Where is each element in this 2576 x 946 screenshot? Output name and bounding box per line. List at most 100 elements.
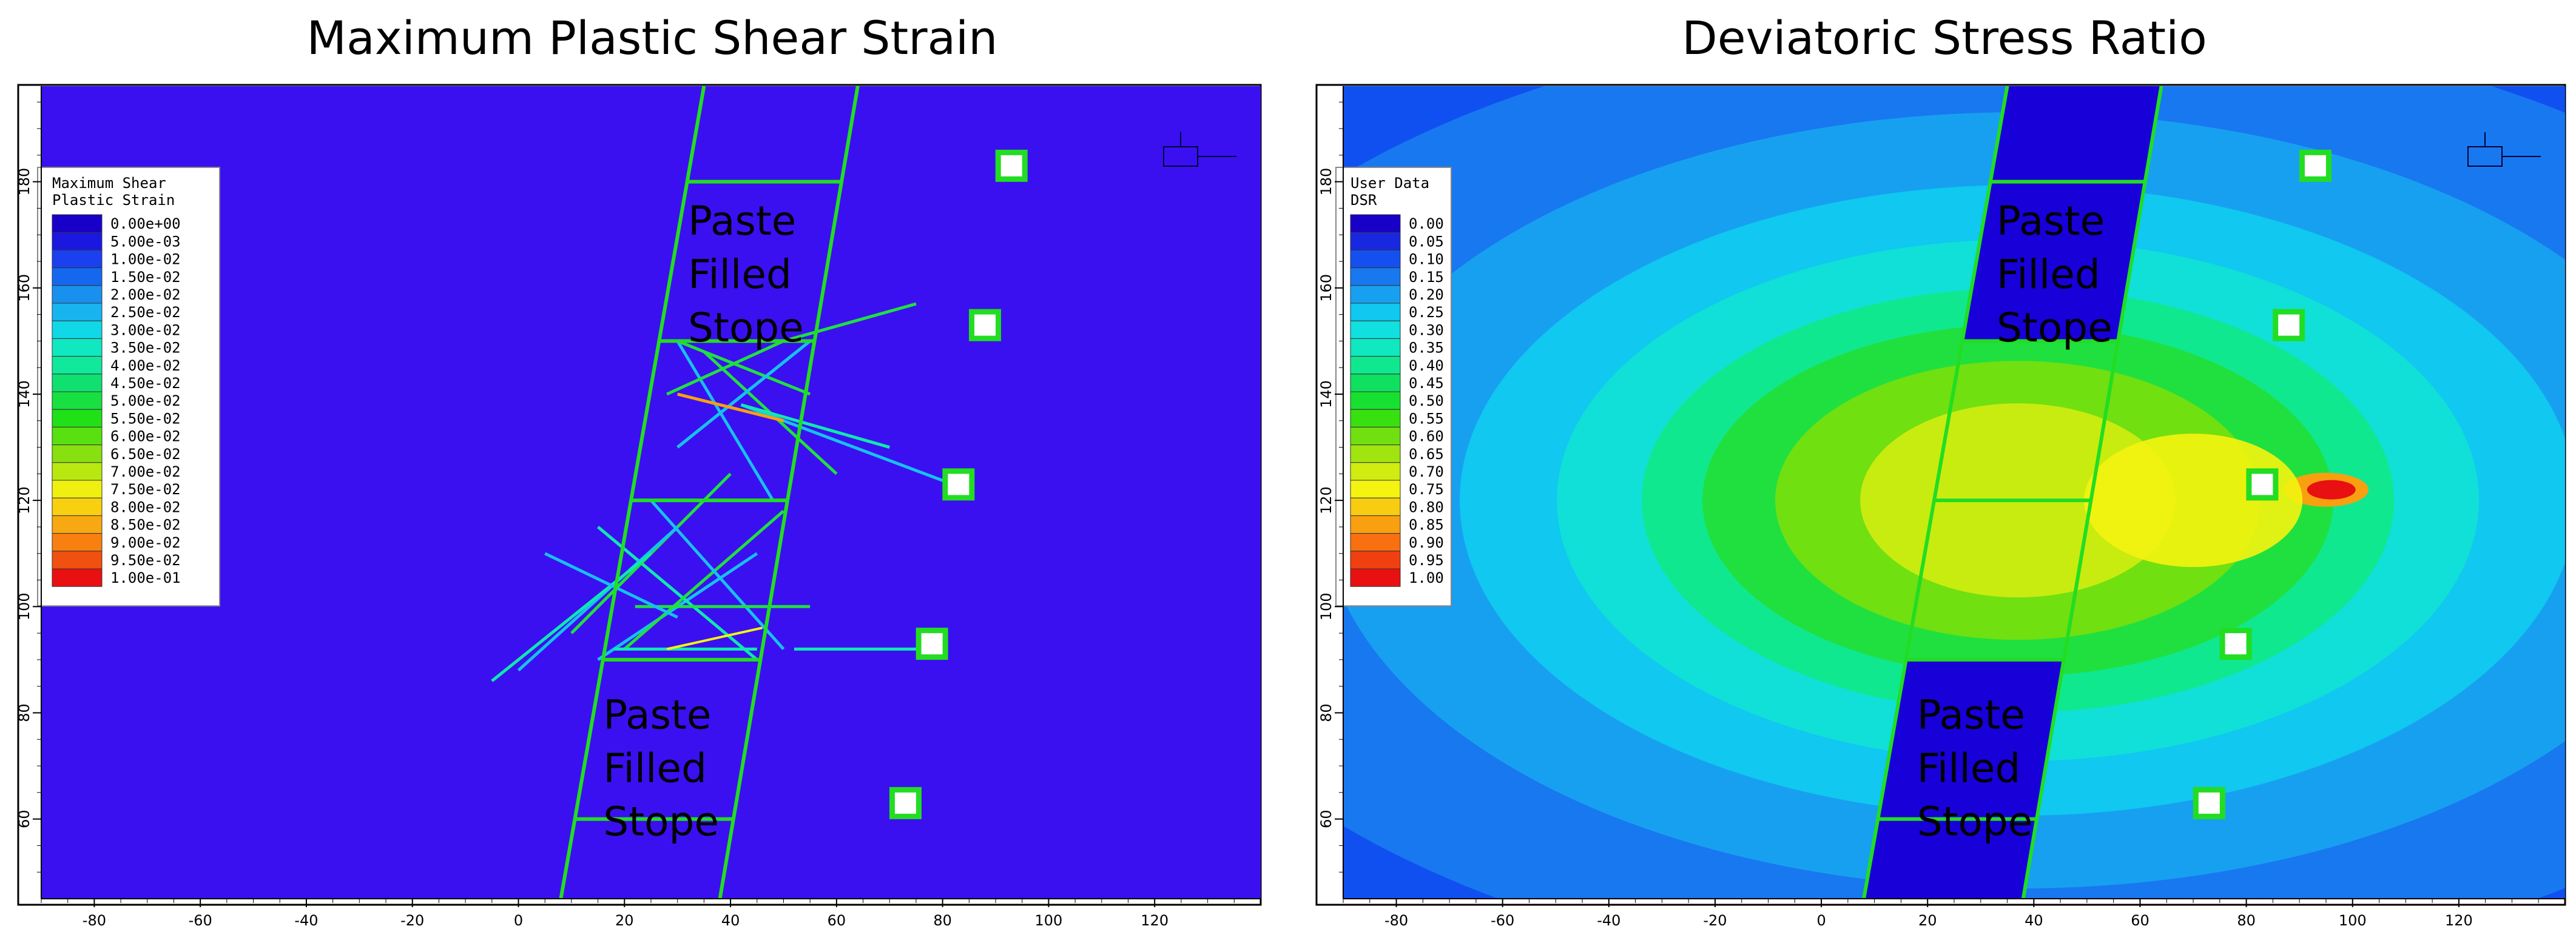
right-legend-swatch — [1350, 320, 1401, 339]
right-legend-title: DSR — [1350, 192, 1377, 209]
stope-right-edge — [2021, 86, 2163, 899]
right-legend-label: 0.60 — [1409, 428, 1444, 445]
x-tick-label: 20 — [615, 912, 634, 929]
left-legend-label: 5.00e-03 — [110, 233, 181, 250]
stope-label: Paste — [603, 692, 711, 739]
dsr-hotspot-core — [2307, 480, 2356, 500]
left-legend-swatch — [52, 338, 103, 357]
right-legend-swatch — [1350, 551, 1401, 569]
left-legend-swatch — [52, 374, 103, 392]
y-tick-label: 100 — [1318, 592, 1335, 620]
right-legend-label: 0.45 — [1409, 375, 1444, 392]
y-tick-label: 120 — [1318, 486, 1335, 514]
right-legend-swatch — [1350, 214, 1401, 233]
y-tick-label: 80 — [16, 703, 33, 722]
strain-streak — [517, 526, 679, 672]
right-legend-label: 0.30 — [1409, 321, 1444, 338]
right-legend-swatch — [1350, 426, 1401, 446]
left-legend-label: 1.50e-02 — [110, 269, 181, 286]
strain-streak — [650, 499, 785, 651]
stope-label: Paste — [1917, 692, 2025, 739]
stope-label: Paste — [1997, 198, 2105, 244]
strain-streak — [740, 403, 890, 449]
y-tick-label: 80 — [1318, 703, 1335, 722]
right-legend-label: 0.75 — [1409, 481, 1444, 498]
right-legend-label: 0.80 — [1409, 498, 1444, 515]
left-legend-label: 9.00e-02 — [110, 534, 181, 551]
left-legend-label: 7.00e-02 — [110, 463, 181, 480]
left-legend-swatch — [52, 533, 103, 552]
x-tick-label: -80 — [1384, 912, 1408, 929]
right-legend-swatch — [1350, 374, 1401, 392]
stope-label: Paste — [688, 198, 796, 244]
left-legend-label: 6.50e-02 — [110, 446, 181, 463]
left-legend-label: 4.00e-02 — [110, 357, 181, 374]
right-legend-label: 0.40 — [1409, 357, 1444, 374]
strain-streak-hot — [677, 392, 784, 423]
right-legend-swatch — [1350, 356, 1401, 375]
right-legend-swatch — [1350, 444, 1401, 463]
left-legend-label: 1.00e-02 — [110, 251, 181, 268]
monitoring-point-marker — [2246, 468, 2279, 501]
y-tick-label: 160 — [16, 274, 33, 302]
y-tick-label: 60 — [1318, 810, 1335, 828]
stope-label: Stope — [688, 304, 804, 351]
left-legend-swatch — [52, 480, 103, 498]
right-legend-swatch — [1350, 462, 1401, 481]
stope-label: Stope — [1917, 799, 2033, 845]
left-legend-swatch — [52, 320, 103, 339]
x-tick-label: -60 — [1491, 912, 1514, 929]
x-tick-label: 0 — [1816, 912, 1826, 929]
y-tick-label: 120 — [16, 486, 33, 514]
y-tick-label: 180 — [16, 168, 33, 196]
left-legend-swatch — [52, 249, 103, 269]
left-legend-label: 3.00e-02 — [110, 321, 181, 338]
left-legend-label: 3.50e-02 — [110, 340, 181, 357]
left-legend-label: 4.50e-02 — [110, 375, 181, 392]
strain-streak — [783, 302, 917, 343]
left-legend-swatch — [52, 497, 103, 516]
left-legend-label: 2.00e-02 — [110, 286, 181, 303]
left-panel-title: Maximum Plastic Shear Strain — [306, 11, 998, 65]
right-panel: Paste Filled Stope Paste Filled Stope User Dat… — [1315, 84, 2566, 929]
right-legend-swatch — [1350, 480, 1401, 498]
right-legend-label: 0.70 — [1409, 463, 1444, 480]
right-legend-title: User Data — [1350, 175, 1429, 192]
y-tick-label: 180 — [1318, 168, 1335, 196]
y-tick-label: 140 — [16, 380, 33, 408]
right-legend-label: 0.95 — [1409, 552, 1444, 569]
x-tick-label: 40 — [2025, 912, 2043, 929]
left-legend-label: 5.50e-02 — [110, 410, 181, 427]
left-legend-title: Plastic Strain — [52, 192, 175, 209]
stope-left-edge — [559, 86, 706, 899]
left-legend-swatch — [52, 232, 103, 250]
right-legend-swatch — [1350, 285, 1401, 304]
left-legend-swatch — [52, 409, 103, 428]
right-legend-label: 0.65 — [1409, 446, 1444, 463]
right-legend-label: 0.35 — [1409, 340, 1444, 357]
right-legend-swatch — [1350, 303, 1401, 321]
left-legend-swatch — [52, 285, 103, 304]
strain-streak — [491, 552, 652, 682]
monitoring-point-marker — [889, 787, 922, 819]
right-legend-swatch — [1350, 249, 1401, 269]
left-legend-swatch — [52, 356, 103, 375]
x-tick-label: -20 — [1703, 912, 1727, 929]
strain-streak — [623, 509, 785, 651]
left-legend-swatch — [52, 444, 103, 463]
left-plot-area — [41, 86, 1261, 899]
right-legend-label: 0.90 — [1409, 534, 1444, 551]
x-tick-label: 60 — [2131, 912, 2149, 929]
right-legend-label: 0.50 — [1409, 392, 1444, 409]
left-legend-title: Maximum Shear — [52, 175, 166, 192]
monitoring-point-marker — [2273, 309, 2305, 341]
x-tick-label: 100 — [2339, 912, 2367, 929]
x-tick-label: 80 — [2237, 912, 2256, 929]
right-legend-label: 0.85 — [1409, 517, 1444, 534]
right-legend-swatch — [1350, 409, 1401, 428]
right-legend-label: 0.15 — [1409, 269, 1444, 286]
left-legend-swatch — [52, 391, 103, 410]
stope-label: Stope — [1997, 304, 2112, 351]
y-tick-label: 60 — [16, 810, 33, 828]
